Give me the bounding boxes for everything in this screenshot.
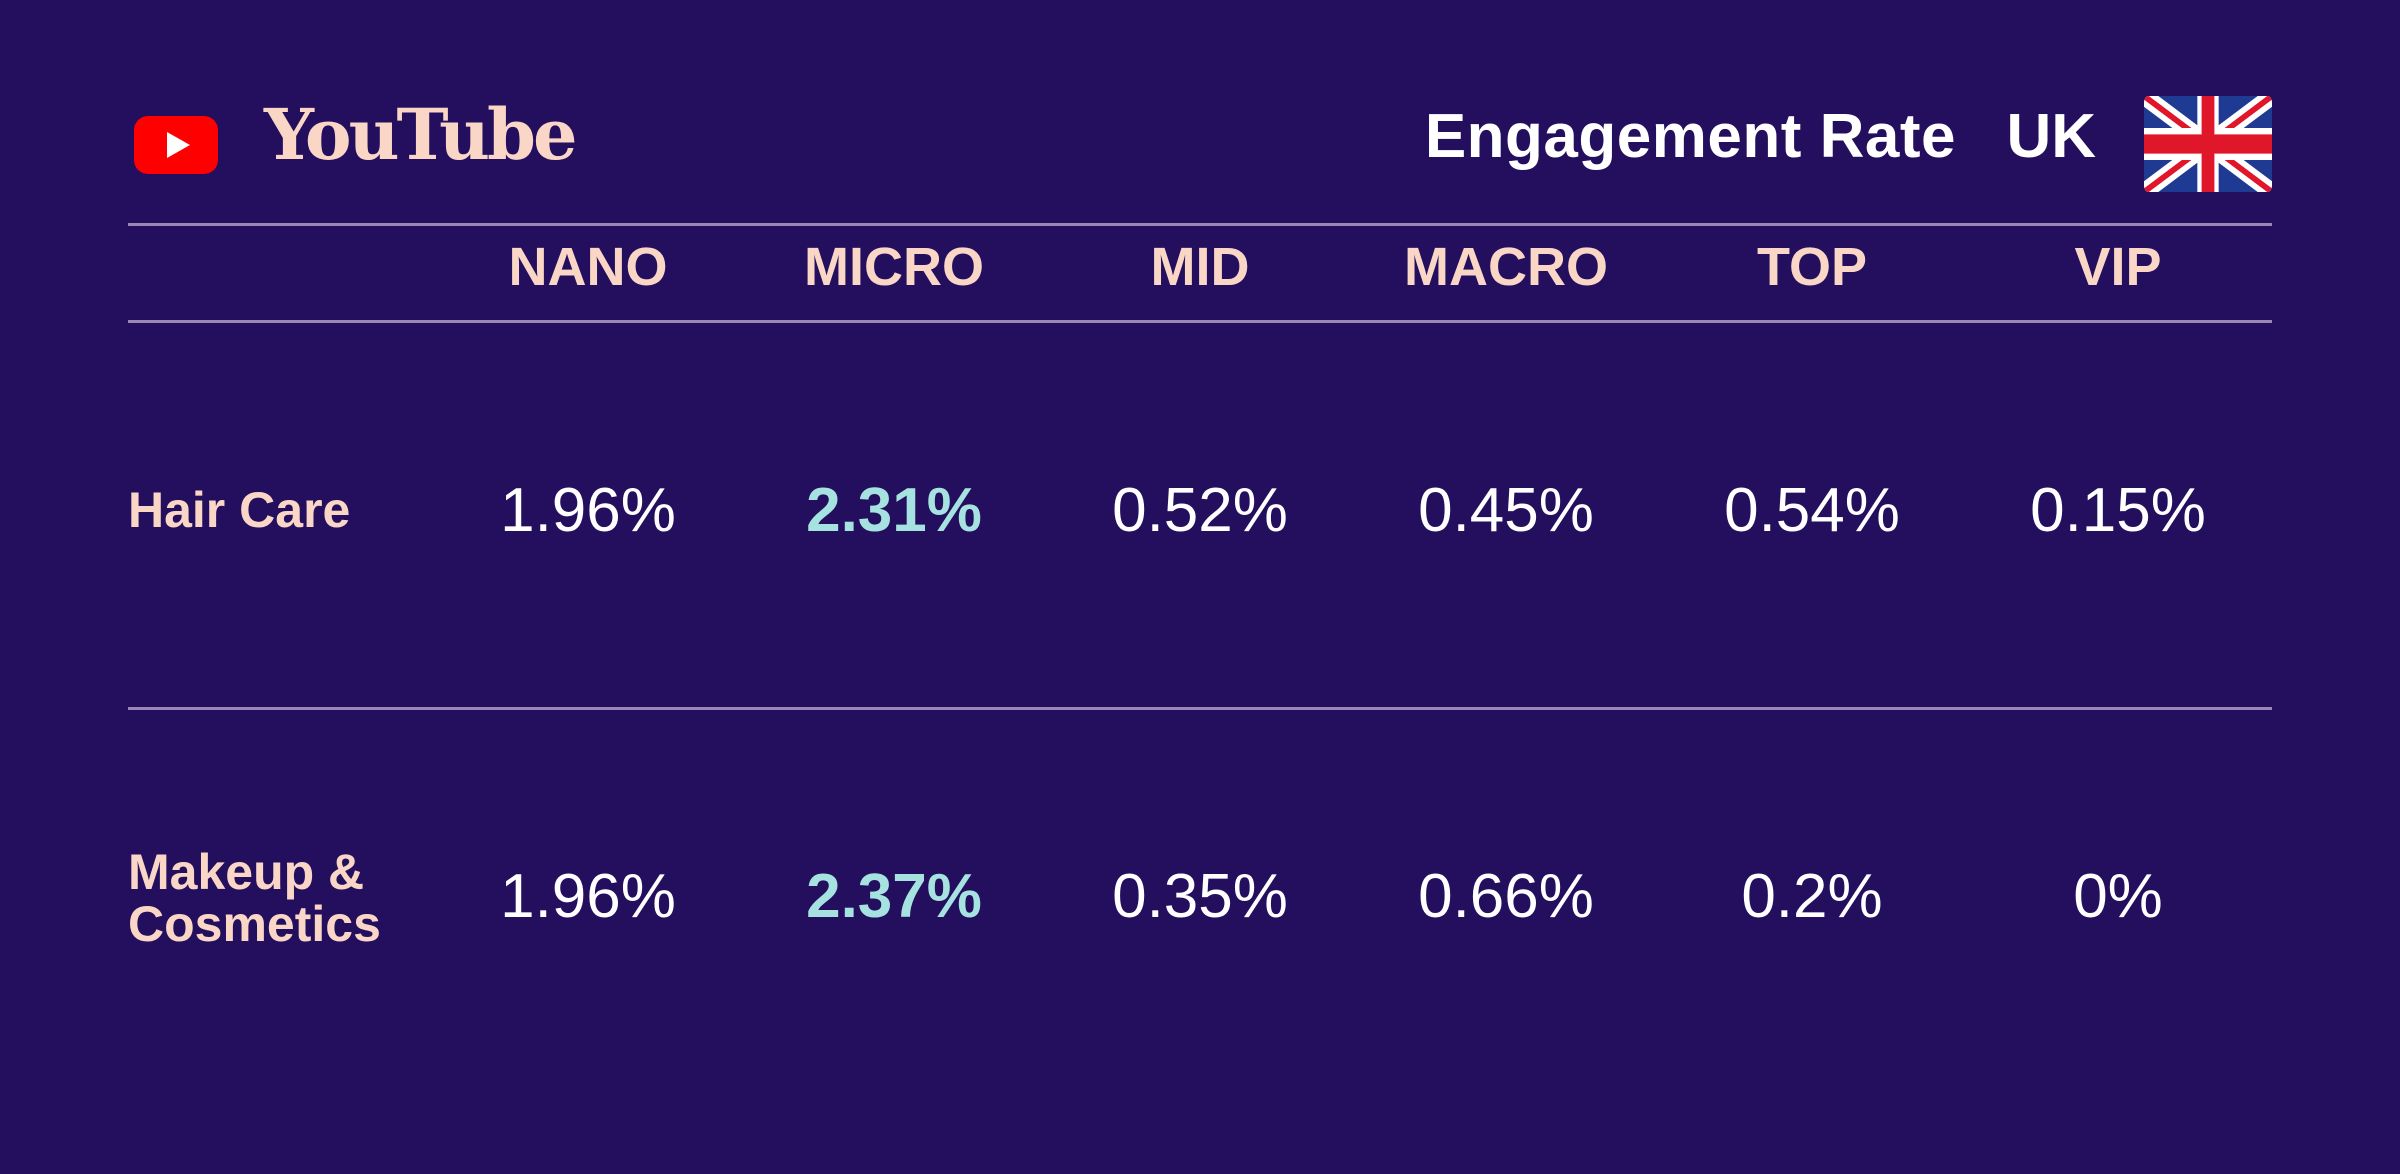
column-header-macro: MACRO <box>1404 237 1608 297</box>
metric-title: Engagement Rate <box>1424 102 1956 171</box>
cell-makeup-mid: 0.35% <box>1112 862 1288 931</box>
row-label-line-2: Cosmetics <box>128 896 381 952</box>
cell-makeup-nano: 1.96% <box>500 862 676 931</box>
cell-hair-care-top: 0.54% <box>1724 476 1900 545</box>
row-label-hair-care: Hair Care <box>128 482 351 538</box>
cell-hair-care-micro: 2.31% <box>806 476 982 545</box>
cell-makeup-micro: 2.37% <box>806 862 982 931</box>
row-label-makeup-cosmetics: Makeup & Cosmetics <box>128 846 448 950</box>
cell-hair-care-macro: 0.45% <box>1418 476 1594 545</box>
row-divider-rule <box>128 707 2272 710</box>
cell-hair-care-mid: 0.52% <box>1112 476 1288 545</box>
cell-makeup-vip: 0% <box>2073 862 2163 931</box>
cell-makeup-macro: 0.66% <box>1418 862 1594 931</box>
header: YouTube Engagement Rate UK <box>128 88 2272 200</box>
column-header-top: TOP <box>1756 237 1868 297</box>
column-header-vip: VIP <box>2074 237 2162 297</box>
uk-flag-icon <box>2144 96 2272 192</box>
column-header-nano: NANO <box>508 237 668 297</box>
header-bottom-rule <box>128 320 2272 323</box>
cell-hair-care-nano: 1.96% <box>500 476 676 545</box>
brand-name: YouTube <box>264 93 578 176</box>
country-label: UK <box>2006 102 2096 171</box>
youtube-play-icon <box>134 116 218 174</box>
cell-makeup-top: 0.2% <box>1741 862 1883 931</box>
cell-hair-care-vip: 0.15% <box>2030 476 2206 545</box>
row-label-line-1: Makeup & <box>128 844 365 900</box>
header-top-rule <box>128 223 2272 226</box>
column-header-mid: MID <box>1150 237 1250 297</box>
column-header-micro: MICRO <box>804 237 984 297</box>
